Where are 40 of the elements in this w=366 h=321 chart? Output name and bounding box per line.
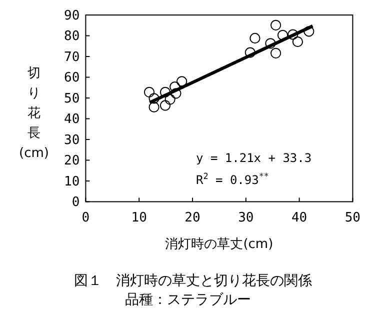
annotation: y = 1.21x + 33.3 [196, 151, 312, 165]
point [292, 36, 303, 48]
point [270, 20, 282, 30]
y-tick-label: 10 [64, 174, 80, 190]
point [270, 48, 282, 58]
text: 図１ 消灯時の草丈と切り花長の関係 [74, 273, 312, 289]
point [164, 94, 176, 105]
point [176, 76, 188, 87]
x-tick-label: 20 [184, 210, 200, 226]
annotation: R$^{2}$ = 0.93$^{**}$ [196, 171, 269, 187]
point [170, 81, 180, 92]
point [277, 30, 288, 40]
point [148, 93, 160, 104]
point [265, 38, 276, 49]
point [148, 102, 160, 112]
y-tick-label: 80 [64, 29, 80, 44]
y-tick-label: 90 [64, 8, 80, 24]
y-tick-label: 0 [72, 195, 80, 210]
point [160, 86, 171, 98]
x-tick-label: 0 [82, 210, 90, 226]
point [304, 26, 314, 37]
y-tick-label: 60 [64, 70, 80, 86]
point [160, 100, 171, 111]
x-tick-label: 50 [344, 210, 361, 226]
point [170, 88, 182, 99]
y-tick-label: 70 [64, 50, 80, 65]
y-tick-label: 40 [64, 112, 80, 128]
x-axis-title: 消灯時の草丈(cm) [165, 237, 274, 252]
y-tick-label: 20 [64, 154, 80, 169]
point [288, 29, 298, 40]
point [244, 47, 256, 58]
x-tick-label: 30 [238, 210, 254, 226]
x-tick-label: 10 [131, 210, 147, 226]
text: 品種：ステラブルー [125, 292, 251, 308]
point [250, 32, 260, 44]
y-tick-label: 50 [64, 91, 80, 106]
point [144, 86, 155, 98]
y-tick-label: 30 [64, 132, 80, 148]
y-axis-title: 切り花長(cm) [19, 66, 49, 161]
x-tick-label: 40 [291, 210, 308, 226]
